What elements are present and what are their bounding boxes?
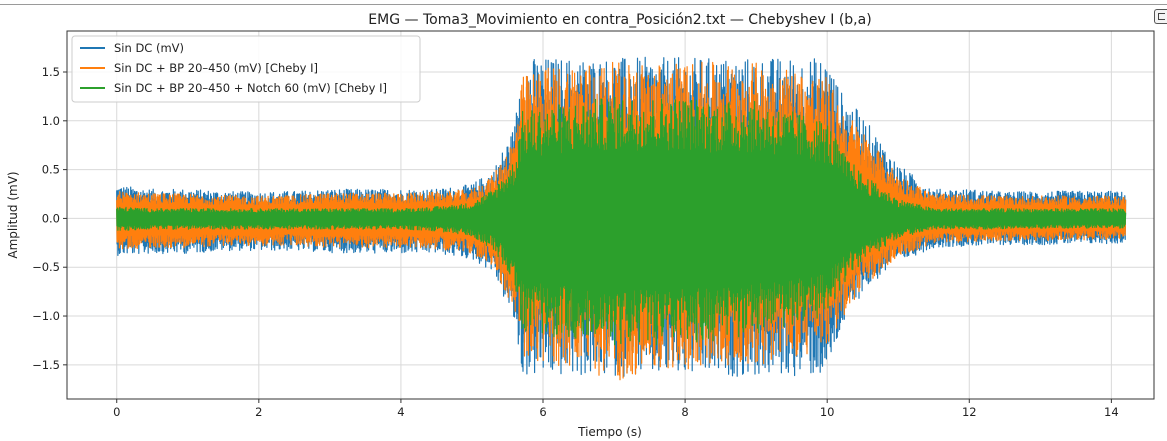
legend-box (71, 35, 421, 103)
x-tick-label: 10 (820, 405, 835, 419)
y-tick-label: 1.0 (42, 114, 60, 128)
x-tick-label: 0 (113, 405, 120, 419)
x-tick-label: 8 (681, 405, 688, 419)
copy-icon[interactable] (1154, 9, 1167, 24)
x-tick-label: 2 (255, 405, 262, 419)
x-tick-label: 12 (962, 405, 977, 419)
legend-label-bp: Sin DC + BP 20–450 (mV) [Cheby I] (114, 61, 318, 75)
axes-frame (66, 30, 1155, 400)
series-layer (116, 56, 1127, 381)
x-tick-label: 4 (397, 405, 404, 419)
y-tick-label: 0.5 (42, 163, 60, 177)
y-tick-label: −1.0 (32, 309, 60, 323)
series-line-notch (116, 96, 1127, 346)
copy-icon-inner (1158, 13, 1165, 20)
y-axis-title: Amplitud (mV) (6, 171, 20, 258)
y-tick-label: −1.5 (32, 358, 60, 372)
axis-ticks: 0 2 4 6 8 10 12 14 −1.5 −1.0 −0.5 0.0 0.5 1.0 1.5 (32, 65, 1119, 419)
y-tick-label: 1.5 (42, 65, 60, 79)
y-tick-label: −0.5 (32, 260, 60, 274)
x-tick-label: 14 (1104, 405, 1119, 419)
chart-title: EMG — Toma3_Movimiento en contra_Posició… (368, 12, 871, 28)
legend-label-notch: Sin DC + BP 20–450 + Notch 60 (mV) [Cheb… (114, 81, 387, 95)
legend: Sin DC (mV) Sin DC + BP 20–450 (mV) [Che… (71, 35, 421, 103)
legend-label-sin-dc: Sin DC (mV) (114, 41, 184, 55)
y-tick-label: 0.0 (42, 211, 60, 225)
x-tick-label: 6 (539, 405, 546, 419)
x-axis-title: Tiempo (s) (577, 425, 642, 439)
window-top-border (0, 4, 1167, 5)
